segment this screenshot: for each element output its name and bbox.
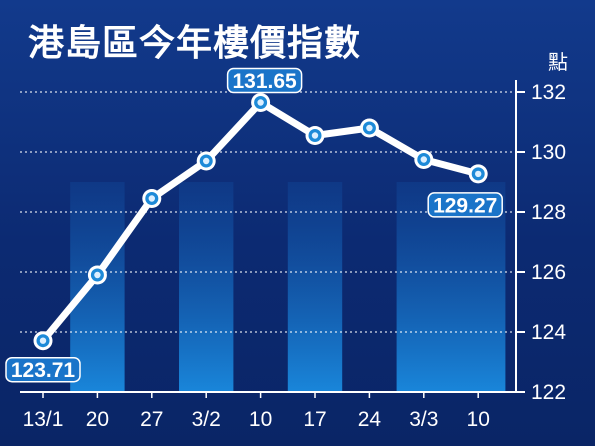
x-tick-label: 10 — [249, 408, 272, 431]
x-tick-label: 13/1 — [23, 408, 64, 431]
data-callout: 131.65 — [226, 67, 303, 94]
x-tick-label: 10 — [467, 408, 490, 431]
data-point — [87, 265, 107, 285]
data-callout-box — [226, 67, 303, 94]
data-callout-box — [427, 192, 503, 218]
data-point — [251, 93, 271, 112]
data-callout: 123.71 — [5, 356, 81, 383]
data-point — [468, 164, 488, 184]
background-band — [179, 182, 234, 392]
chart-title: 港島區今年樓價指數 — [28, 23, 362, 64]
unit-label: 點 — [548, 50, 568, 74]
data-point-center — [366, 124, 373, 132]
background-band — [287, 182, 343, 392]
data-point — [33, 331, 53, 351]
x-tick-label: 17 — [303, 408, 326, 431]
data-label: 131.65 — [232, 70, 297, 93]
x-tick-label: 24 — [358, 408, 382, 431]
data-point-center — [257, 99, 264, 106]
data-point-center — [203, 157, 210, 165]
x-tick-label: 3/3 — [409, 408, 438, 431]
data-callout: 129.27 — [427, 192, 503, 218]
data-point — [142, 189, 162, 208]
data-callouts: 123.71 131.65 129.27 — [5, 67, 503, 383]
data-point-center — [475, 170, 482, 178]
y-axis-ticks: 122 124 126 128 130 132 — [516, 81, 566, 404]
data-label: 123.71 — [11, 359, 76, 382]
data-point — [196, 151, 216, 171]
data-point — [414, 150, 434, 169]
y-tick-label: 128 — [531, 201, 566, 224]
data-point-center — [148, 195, 155, 202]
data-point-center — [94, 271, 101, 279]
data-point-center — [420, 156, 427, 163]
data-point — [359, 118, 379, 138]
data-point — [305, 126, 325, 145]
y-tick-label: 124 — [531, 321, 566, 344]
data-points — [33, 93, 488, 351]
x-tick-label: 27 — [140, 408, 163, 431]
data-label: 129.27 — [433, 194, 497, 217]
data-point-center — [39, 337, 47, 344]
y-tick-label: 132 — [531, 81, 566, 104]
y-tick-label: 122 — [531, 381, 566, 404]
y-tick-label: 126 — [531, 261, 566, 284]
x-tick-label: 3/2 — [192, 408, 221, 431]
x-tick-label: 20 — [86, 408, 109, 431]
data-callout-box — [5, 356, 81, 383]
background-bands — [70, 182, 506, 392]
x-axis-ticks: 13/1 20 27 3/2 10 17 24 3/3 10 — [23, 392, 490, 431]
y-tick-label: 130 — [531, 141, 566, 164]
data-point-center — [311, 132, 319, 139]
background-band — [70, 182, 125, 392]
